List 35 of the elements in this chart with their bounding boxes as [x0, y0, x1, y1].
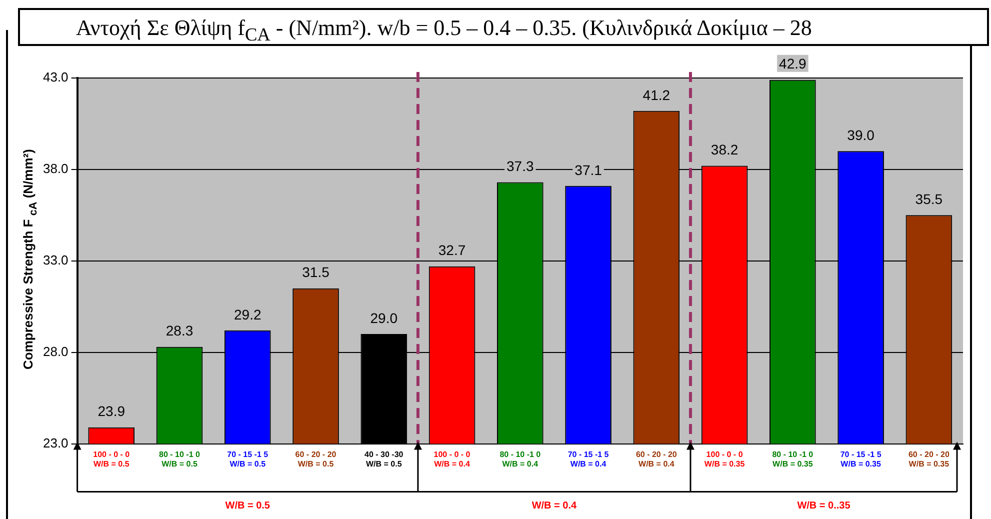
x-tick-label: 40 - 30 -30 W/B = 0.5 — [364, 450, 404, 468]
data-label: 35.5 — [915, 191, 943, 208]
x-tick-label: 100 - 0 - 0 W/B = 0.4 — [434, 450, 471, 468]
chart-title: Αντοχή Σε Θλίψη f$_{CA}$ - (N/mm²). w/b = 0.5 – 0.4 – 0.35. (Κυλινδρικά Δοκίμια – 28 — [18, 8, 989, 46]
data-label: 28.3 — [166, 322, 194, 339]
x-tick-label: 60 - 20 - 20 W/B = 0.4 — [636, 450, 678, 468]
data-label: 29.2 — [234, 306, 262, 322]
data-label: 31.5 — [302, 264, 330, 280]
data-label: 38.2 — [710, 142, 738, 158]
text: W/B = 0..35 — [797, 500, 851, 512]
x-tick-label: 70 - 15 -1 5 W/B = 0.5 — [227, 450, 269, 468]
data-label: 39.0 — [847, 127, 875, 144]
data-label: 23.9 — [98, 403, 126, 420]
y-tick-label: 38.0 — [42, 161, 68, 176]
x-tick-label: 80 - 10 -1 0 W/B = 0.5 — [159, 450, 200, 468]
y-tick-label: 33.0 — [42, 252, 68, 268]
data-label: 41.2 — [642, 86, 670, 103]
text: W/B = 0.5 — [225, 500, 270, 512]
y-tick-label: 28.0 — [42, 344, 68, 359]
data-label: 32.7 — [438, 242, 466, 258]
x-tick-label: 100 - 0 - 0 W/B = 0.35 — [704, 450, 746, 468]
text: W/B = 0.4 — [532, 500, 578, 512]
data-label: 37.1 — [574, 162, 602, 178]
y-tick-label: 43.0 — [42, 70, 68, 85]
x-tick-label: 70 - 15 -1 5 W/B = 0.35 — [840, 450, 882, 468]
x-tick-label: 70 - 15 -1 5 W/B = 0.4 — [568, 450, 610, 468]
data-label: 29.0 — [370, 310, 398, 326]
y-tick-label: 23.0 — [42, 435, 68, 450]
x-tick-label: 100 - 0 - 0 W/B = 0.5 — [93, 450, 130, 468]
data-label: 42.9 — [779, 56, 807, 72]
x-tick-label: 60 - 20 - 20 W/B = 0.35 — [908, 450, 950, 468]
data-label: 37.3 — [506, 158, 534, 174]
x-tick-label: 80 - 10 -1 0 W/B = 0.35 — [772, 450, 814, 468]
x-tick-label: 80 - 10 -1 0 W/B = 0.4 — [500, 450, 542, 468]
x-tick-label: 60 - 20 - 20 W/B = 0.5 — [295, 450, 337, 468]
